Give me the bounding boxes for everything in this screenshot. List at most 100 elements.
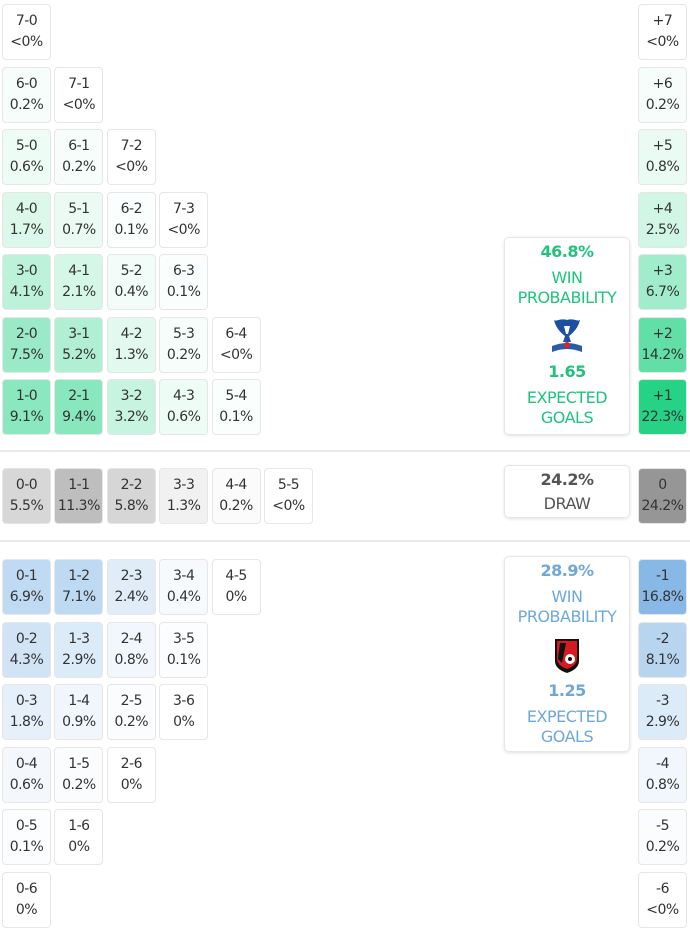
score-label: 3-5 <box>173 630 195 647</box>
score-probability: 0.1% <box>114 221 149 238</box>
home-win-label: WIN <box>551 268 583 287</box>
draw-pct: 24.2% <box>540 469 594 489</box>
score-cell: 3-3 1.3% <box>159 468 209 524</box>
score-label: 2-6 <box>120 755 143 772</box>
score-probability: 0.2% <box>166 346 201 363</box>
score-label: 3-4 <box>173 568 195 584</box>
score-cell: 4-0 1.7% <box>2 191 51 248</box>
score-probability: 0.1% <box>166 651 201 668</box>
score-label: 0-6 <box>15 880 38 897</box>
score-label: 1-2 <box>68 568 90 584</box>
score-probability: <0% <box>646 34 679 50</box>
score-probability: 22.3% <box>641 409 684 425</box>
score-probability: 0.2% <box>114 714 149 730</box>
divider <box>0 540 690 542</box>
score-label: 1-4 <box>68 693 90 709</box>
score-probability: 0.6% <box>9 159 44 175</box>
score-cell: 1-1 11.3% <box>54 468 104 524</box>
score-probability: 5.8% <box>114 498 149 514</box>
score-probability: 0% <box>120 776 143 793</box>
score-cell: 2-3 2.4% <box>106 559 156 615</box>
score-probability: 9.4% <box>62 409 96 425</box>
score-cell: 6-2 0.1% <box>106 191 156 248</box>
score-label: 5-2 <box>120 263 143 279</box>
score-cell: 3-6 0% <box>159 684 209 740</box>
score-probability: 0.2% <box>645 839 680 855</box>
score-label: 2-3 <box>120 568 143 584</box>
score-label: 0-5 <box>15 818 38 834</box>
score-cell: 1-0 9.1% <box>2 379 51 435</box>
score-cell: 1-2 7.1% <box>54 559 104 615</box>
score-cell: 0-0 5.5% <box>2 468 51 524</box>
away-summary-card: 28.9% WIN PROBABILITY 1.25 EXPECTED GOAL… <box>504 556 630 752</box>
score-cell: 6-1 0.2% <box>54 129 104 185</box>
score-probability: <0% <box>10 34 43 50</box>
score-label: +5 <box>652 138 673 154</box>
score-probability: 5.2% <box>62 346 96 363</box>
score-probability: 8.1% <box>645 651 680 668</box>
score-label: 6-3 <box>173 263 195 279</box>
score-probability: 0.7% <box>62 221 96 238</box>
score-probability: 0.8% <box>645 776 680 793</box>
score-probability: 0% <box>225 589 247 605</box>
away-win-label-2: PROBABILITY <box>517 607 617 626</box>
score-cell: 1-3 2.9% <box>54 621 104 678</box>
score-label: 0-4 <box>15 755 38 772</box>
goal-margin-cell: -2 8.1% <box>638 621 687 678</box>
score-probability: 2.5% <box>645 221 680 238</box>
score-probability: 0.2% <box>62 776 96 793</box>
score-cell: 5-5 <0% <box>264 468 313 524</box>
score-probability: 1.3% <box>114 346 149 363</box>
score-probability: 0% <box>68 839 90 855</box>
score-cell: 2-5 0.2% <box>106 684 156 740</box>
score-cell: 2-2 5.8% <box>106 468 156 524</box>
score-label: 5-3 <box>173 325 195 342</box>
score-label: -1 <box>656 568 669 584</box>
score-probability: 0% <box>15 901 38 918</box>
score-label: -6 <box>656 880 669 897</box>
score-probability: 0.8% <box>114 651 149 668</box>
score-label: 3-1 <box>68 325 90 342</box>
goal-margin-cell: +6 0.2% <box>638 66 687 123</box>
score-cell: 3-2 3.2% <box>106 379 156 435</box>
goal-margin-cell: -6 <0% <box>638 871 687 928</box>
score-probability: 7.5% <box>9 346 44 363</box>
score-cell: 7-3 <0% <box>159 191 209 248</box>
goal-margin-cell: +7 <0% <box>638 4 687 60</box>
score-probability: 1.3% <box>166 498 201 514</box>
score-label: 2-0 <box>15 325 38 342</box>
score-label: -5 <box>656 818 669 834</box>
score-probability: 2.9% <box>645 714 680 730</box>
score-cell: 5-0 0.6% <box>2 129 51 185</box>
crystal-palace-logo-icon <box>552 319 582 352</box>
score-probability: 3.2% <box>114 409 149 425</box>
score-probability: 1.7% <box>9 221 44 238</box>
score-cell: 0-5 0.1% <box>2 809 51 865</box>
score-label: 1-6 <box>68 818 90 834</box>
score-probability: 0.2% <box>9 96 44 113</box>
score-cell: 0-3 1.8% <box>2 684 51 740</box>
score-probability: <0% <box>219 346 253 363</box>
score-label: +1 <box>652 388 673 404</box>
score-label: -3 <box>656 693 669 709</box>
home-xg: 1.65 <box>548 362 586 381</box>
score-label: 7-0 <box>15 13 38 29</box>
goal-margin-cell: -5 0.2% <box>638 809 687 865</box>
score-cell: 6-4 <0% <box>211 316 261 373</box>
score-probability: 4.3% <box>9 651 44 668</box>
away-xg-label: EXPECTED <box>526 707 608 726</box>
score-cell: 3-5 0.1% <box>159 621 209 678</box>
score-label: 1-3 <box>68 630 90 647</box>
score-label: 4-5 <box>225 568 247 584</box>
score-label: 5-1 <box>68 200 90 217</box>
away-xg-label-2: GOALS <box>540 727 594 746</box>
score-label: 7-1 <box>68 75 90 92</box>
goal-margin-cell: +5 0.8% <box>638 129 687 185</box>
score-cell: 1-6 0% <box>54 809 104 865</box>
goal-margin-cell: +3 6.7% <box>638 254 687 310</box>
score-label: 4-3 <box>173 388 195 404</box>
score-probability: 5.5% <box>9 498 44 514</box>
score-cell: 7-1 <0% <box>54 66 104 123</box>
score-cell: 1-4 0.9% <box>54 684 104 740</box>
score-label: +6 <box>652 75 673 92</box>
